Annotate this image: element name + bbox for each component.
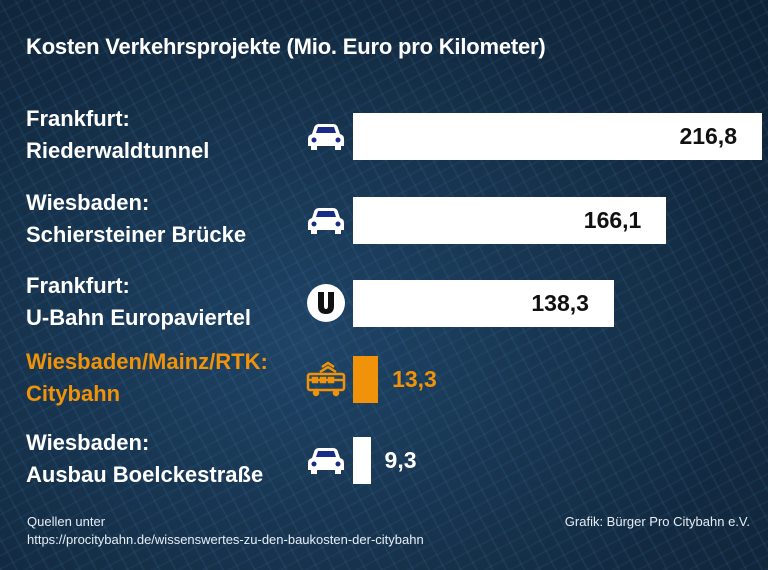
source-line-1: Quellen unter — [27, 514, 106, 529]
credit: Grafik: Bürger Pro Citybahn e.V. — [564, 514, 750, 529]
bar — [353, 356, 379, 403]
source-note: Quellen unter https://procitybahn.de/wis… — [27, 513, 424, 549]
chart-title: Kosten Verkehrsprojekte (Mio. Euro pro K… — [26, 34, 546, 59]
tram-icon — [304, 357, 348, 401]
category-label-line: Ausbau Boelckestraße — [26, 462, 264, 487]
bar — [353, 280, 614, 327]
bar — [353, 113, 762, 160]
category-label-line: Riederwaldtunnel — [26, 138, 210, 163]
category-label-line: Wiesbaden: — [26, 190, 150, 215]
data-label: 216,8 — [679, 123, 737, 149]
data-label: 13,3 — [392, 366, 437, 392]
car-icon — [304, 114, 348, 158]
source-link[interactable]: https://procitybahn.de/wissenswertes-zu-… — [27, 532, 424, 547]
category-label: Wiesbaden: Ausbau Boelckestraße — [26, 427, 263, 491]
category-label-line: Frankfurt: — [26, 273, 130, 298]
u-bahn-icon — [304, 281, 348, 325]
category-label-line: U-Bahn Europaviertel — [26, 305, 251, 330]
data-label: 138,3 — [531, 290, 589, 316]
bar — [353, 197, 667, 244]
category-label-line: Wiesbaden: — [26, 430, 150, 455]
category-label: Frankfurt: U-Bahn Europaviertel — [26, 270, 251, 334]
car-icon — [304, 438, 348, 482]
category-label-line: Frankfurt: — [26, 106, 130, 131]
category-label: Wiesbaden: Schiersteiner Brücke — [26, 187, 246, 251]
category-label: Wiesbaden/Mainz/RTK: Citybahn — [26, 346, 268, 410]
data-label: 9,3 — [384, 447, 417, 473]
category-label-line: Citybahn — [26, 381, 121, 406]
category-label-line: Wiesbaden/Mainz/RTK: — [26, 349, 268, 374]
category-label-line: Schiersteiner Brücke — [26, 222, 247, 247]
category-label: Frankfurt: Riederwaldtunnel — [26, 103, 209, 167]
car-icon — [304, 198, 348, 242]
data-label: 166,1 — [583, 207, 642, 233]
bar — [353, 437, 371, 484]
